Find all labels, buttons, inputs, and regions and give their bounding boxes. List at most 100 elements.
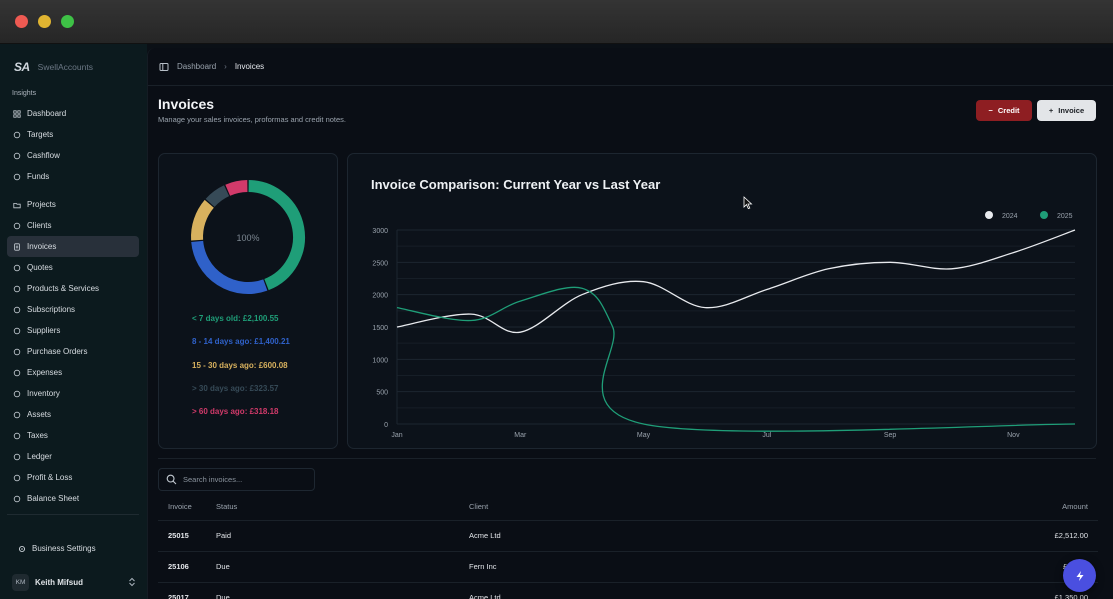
invoice-comparison-card: Invoice Comparison: Current Year vs Last… [347, 153, 1097, 449]
invoice-status: Paid [216, 520, 469, 552]
donut-segment [191, 199, 215, 241]
sidebar-item-label: Invoices [27, 242, 57, 251]
sidebar-item-label: Dashboard [27, 109, 67, 118]
sidebar-item-invoices[interactable]: Invoices [7, 236, 139, 257]
target-icon [13, 131, 21, 138]
business-settings-link[interactable]: Business Settings [18, 544, 96, 553]
sidebar-item-taxes[interactable]: Taxes [7, 425, 139, 446]
sidebar-nav: Dashboard Targets Cashflow Funds Projects Cli… [7, 103, 139, 509]
minimize-window-button[interactable] [38, 15, 51, 28]
sidebar-item-label: Quotes [27, 263, 53, 272]
sidebar-item-quotes[interactable]: Quotes [7, 257, 139, 278]
sidebar-item-inventory[interactable]: Inventory [7, 383, 139, 404]
page-subtitle: Manage your sales invoices, proformas an… [158, 115, 347, 124]
sidebar-item-label: Projects [27, 200, 56, 209]
invoice-number: 25015 [158, 520, 216, 552]
sidebar-item-expenses[interactable]: Expenses [7, 362, 139, 383]
quick-action-button[interactable] [1063, 559, 1096, 592]
bank-icon [13, 432, 21, 439]
sidebar-item-suppliers[interactable]: Suppliers [7, 320, 139, 341]
main-content: Dashboard › Invoices Invoices Manage you… [147, 48, 1113, 599]
search-input[interactable] [183, 475, 303, 484]
users-icon [13, 222, 21, 229]
table-row[interactable]: 25015 Paid Acme Ltd £2,512.00 [158, 520, 1098, 552]
new-invoice-button[interactable]: + Invoice [1037, 100, 1096, 121]
x-tick-label: May [637, 432, 651, 439]
donut-segment [205, 185, 230, 208]
table-row[interactable]: 25017 Due Acme Ltd £1,350.00 [158, 582, 1098, 599]
minus-icon: − [988, 106, 993, 115]
y-tick-label: 0 [384, 422, 388, 429]
table-row[interactable]: 25106 Due Fern Inc £1,15... [158, 551, 1098, 583]
sidebar-item-assets[interactable]: Assets [7, 404, 139, 425]
user-name: Keith Mifsud [35, 577, 83, 587]
search-icon [166, 474, 177, 485]
aging-legend: < 7 days old: £2,100.55 8 - 14 days ago: … [192, 314, 290, 430]
truck-icon [13, 327, 21, 334]
column-header-status[interactable]: Status [216, 494, 469, 521]
y-tick-label: 1000 [372, 357, 388, 364]
sidebar-item-balance-sheet[interactable]: Balance Sheet [7, 488, 139, 509]
quote-icon [13, 264, 21, 271]
y-tick-label: 3000 [372, 228, 388, 235]
sidebar-item-purchase-orders[interactable]: Purchase Orders [7, 341, 139, 362]
sidebar-item-projects[interactable]: Projects [7, 194, 139, 215]
sidebar-item-cashflow[interactable]: Cashflow [7, 145, 139, 166]
bolt-icon [1076, 570, 1083, 581]
grid-icon [13, 109, 21, 118]
breadcrumb-current: Invoices [234, 62, 265, 71]
sidebar-toggle-icon[interactable] [159, 62, 169, 72]
sidebar-item-funds[interactable]: Funds [7, 166, 139, 187]
sidebar-item-ledger[interactable]: Ledger [7, 446, 139, 467]
x-tick-label: Nov [1007, 432, 1020, 439]
invoice-client: Acme Ltd [469, 582, 929, 599]
close-window-button[interactable] [15, 15, 28, 28]
app-name: SwellAccounts [37, 62, 93, 72]
arrows-updown-icon [13, 152, 21, 159]
chevron-updown-icon [129, 577, 135, 587]
sidebar-item-label: Ledger [27, 452, 52, 461]
legend-marker [1040, 211, 1048, 219]
series-line-2024 [396, 229, 1076, 334]
breadcrumb: Dashboard › Invoices [148, 48, 1113, 86]
sidebar-item-label: Inventory [27, 389, 60, 398]
invoice-number: 25017 [158, 582, 216, 599]
package-icon [13, 390, 21, 397]
new-credit-button[interactable]: − Credit [976, 100, 1032, 121]
sidebar-item-dashboard[interactable]: Dashboard [7, 103, 139, 124]
y-tick-label: 2000 [372, 293, 388, 300]
invoice-client: Fern Inc [469, 551, 929, 583]
folder-icon [13, 202, 21, 208]
user-menu[interactable]: KM Keith Mifsud [12, 573, 136, 591]
sidebar-item-label: Subscriptions [27, 305, 76, 314]
sidebar-item-products-services[interactable]: Products & Services [7, 278, 139, 299]
breadcrumb-dashboard[interactable]: Dashboard [177, 62, 217, 71]
sidebar-item-profit-loss[interactable]: Profit & Loss [7, 467, 139, 488]
column-header-amount[interactable]: Amount [929, 494, 1098, 521]
sidebar-item-label: Cashflow [27, 151, 60, 160]
sidebar-item-targets[interactable]: Targets [7, 124, 139, 145]
sidebar-item-clients[interactable]: Clients [7, 215, 139, 236]
box-icon [13, 285, 21, 292]
x-tick-label: Jan [391, 432, 402, 439]
sidebar: SA SwellAccounts Insights Dashboard Targe… [0, 44, 147, 599]
sidebar-item-label: Expenses [27, 368, 63, 377]
invoice-amount: £1,350.00 [929, 582, 1098, 599]
sidebar-item-label: Balance Sheet [27, 494, 80, 503]
chart-title: Invoice Comparison: Current Year vs Last… [371, 177, 661, 192]
book-icon [13, 453, 21, 460]
column-header-client[interactable]: Client [469, 494, 929, 521]
business-settings-label: Business Settings [32, 544, 96, 553]
page-title: Invoices [158, 96, 215, 112]
mouse-cursor [743, 196, 753, 210]
column-header-invoice[interactable]: Invoice [158, 494, 216, 521]
chevron-right-icon: › [224, 62, 227, 71]
brand[interactable]: SA SwellAccounts [14, 60, 93, 74]
scale-icon [13, 495, 21, 502]
search-box [158, 468, 315, 491]
receipt-icon [13, 369, 21, 376]
donut-segment [225, 180, 248, 196]
sidebar-item-subscriptions[interactable]: Subscriptions [7, 299, 139, 320]
maximize-window-button[interactable] [61, 15, 74, 28]
aging-legend-item: > 30 days ago: £323.57 [192, 383, 279, 393]
